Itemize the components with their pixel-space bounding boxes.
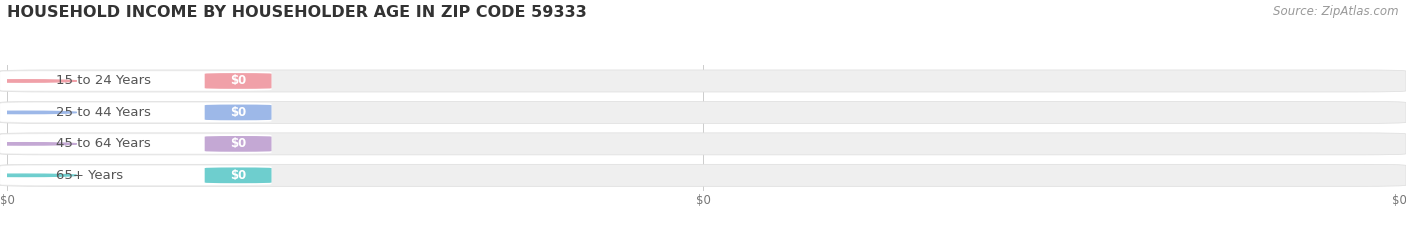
- FancyBboxPatch shape: [0, 70, 1406, 92]
- Text: 45 to 64 Years: 45 to 64 Years: [56, 137, 150, 150]
- FancyBboxPatch shape: [0, 164, 1406, 186]
- FancyBboxPatch shape: [0, 134, 271, 154]
- FancyBboxPatch shape: [0, 166, 271, 185]
- Text: $0: $0: [231, 169, 246, 182]
- FancyBboxPatch shape: [0, 71, 271, 91]
- Text: $0: $0: [231, 106, 246, 119]
- FancyBboxPatch shape: [0, 101, 1406, 123]
- FancyBboxPatch shape: [205, 105, 271, 120]
- Text: $0: $0: [231, 75, 246, 87]
- FancyBboxPatch shape: [205, 73, 271, 89]
- Text: 25 to 44 Years: 25 to 44 Years: [56, 106, 150, 119]
- Text: 65+ Years: 65+ Years: [56, 169, 122, 182]
- Text: $0: $0: [231, 137, 246, 150]
- FancyBboxPatch shape: [0, 103, 271, 122]
- Circle shape: [0, 111, 77, 114]
- Circle shape: [0, 143, 77, 145]
- FancyBboxPatch shape: [205, 168, 271, 183]
- Circle shape: [0, 174, 77, 177]
- Text: Source: ZipAtlas.com: Source: ZipAtlas.com: [1274, 5, 1399, 18]
- FancyBboxPatch shape: [205, 136, 271, 152]
- Text: 15 to 24 Years: 15 to 24 Years: [56, 75, 150, 87]
- Circle shape: [0, 80, 77, 82]
- Text: HOUSEHOLD INCOME BY HOUSEHOLDER AGE IN ZIP CODE 59333: HOUSEHOLD INCOME BY HOUSEHOLDER AGE IN Z…: [7, 5, 586, 20]
- FancyBboxPatch shape: [0, 133, 1406, 155]
